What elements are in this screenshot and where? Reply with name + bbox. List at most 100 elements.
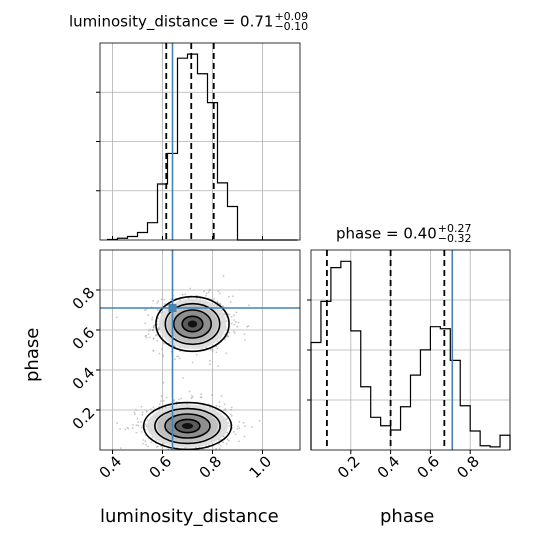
scatter-truth-marker [168, 304, 177, 312]
scatter-ytick-label-0: 0.2 [69, 404, 99, 434]
scatter-point [227, 422, 230, 424]
scatter-point [156, 445, 159, 448]
scatter-point [200, 455, 202, 457]
scatter-point [137, 421, 140, 424]
scatter-point [148, 329, 150, 332]
phase-hist-histogram-steps [310, 260, 511, 450]
scatter-point [158, 352, 161, 355]
scatter-point [131, 427, 134, 429]
scatter-point [177, 453, 179, 455]
density-mode-0-contour-0 [155, 295, 230, 353]
scatter-point [237, 425, 240, 428]
scatter-point [208, 452, 210, 454]
scatter-point [161, 348, 163, 350]
scatter-point [201, 453, 203, 455]
scatter-point [244, 425, 247, 428]
scatter-point [203, 290, 205, 293]
scatter-point [144, 335, 147, 338]
scatter-point [141, 426, 143, 429]
scatter-point [211, 394, 213, 396]
scatter-point [229, 301, 232, 303]
scatter-point [141, 454, 143, 456]
y-axis-label-phase: phase [22, 327, 43, 382]
scatter-point [227, 295, 230, 298]
scatter-point [151, 329, 154, 331]
scatter-point [190, 397, 193, 400]
scatter-point [173, 399, 176, 401]
scatter-point [217, 365, 220, 367]
scatter-point [140, 405, 143, 408]
scatter-point [209, 348, 212, 351]
density-mode-0-contour-1 [164, 302, 221, 346]
scatter-ytick-label-3: 0.8 [69, 284, 99, 314]
scatter-point [160, 298, 163, 300]
scatter-point [124, 428, 127, 431]
scatter-point [233, 323, 236, 326]
scatter-point [214, 303, 216, 306]
phase-hist-xtick-label-2: 0.6 [414, 452, 444, 482]
scatter-point [141, 411, 144, 414]
scatter-point [233, 460, 235, 462]
scatter-point [215, 447, 218, 450]
scatter-point [228, 313, 230, 316]
scatter-point [248, 304, 250, 307]
scatter-inner [115, 275, 261, 462]
scatter-point [184, 452, 186, 454]
scatter-point [235, 320, 237, 323]
scatter-point [135, 431, 138, 434]
scatter-point [141, 413, 144, 416]
scatter-point [156, 302, 159, 304]
scatter-point [228, 331, 231, 334]
scatter-point [247, 325, 250, 327]
scatter-point [208, 363, 211, 366]
density-mode-0-contour-2 [172, 309, 213, 339]
scatter-point [173, 451, 175, 453]
scatter-point [145, 410, 148, 413]
scatter-point [146, 419, 149, 421]
scatter-point [142, 442, 144, 445]
scatter-point [163, 298, 166, 301]
scatter-point [162, 355, 165, 358]
scatter-xtick-label-3: 1.0 [246, 452, 276, 482]
scatter-point [205, 292, 208, 295]
phase-histogram-panel [307, 249, 511, 454]
scatter-point [144, 428, 147, 431]
scatter-ytick-label-2: 0.6 [69, 324, 99, 354]
scatter-point [217, 290, 220, 293]
scatter-point [219, 445, 222, 447]
scatter-point [168, 453, 170, 455]
scatter-point [180, 397, 183, 400]
x-axis-label-luminosity-distance: luminosity_distance [100, 506, 279, 527]
scatter-point [234, 433, 237, 436]
scatter-point [220, 455, 222, 457]
scatter-point [227, 335, 230, 338]
scatter-point [150, 441, 153, 444]
scatter-point [215, 405, 218, 407]
scatter-point [150, 408, 152, 411]
tick-labels: 0.4 0.6 0.8 1.0 0.2 0.4 0.6 0.8 0.2 0.4 0.6 0.8 [69, 284, 483, 482]
luminosity-distance-histogram-panel [96, 42, 301, 241]
scatter-point [135, 424, 138, 427]
scatter-point [204, 294, 207, 297]
scatter-point [223, 403, 226, 406]
scatter-point [246, 325, 249, 328]
scatter-point [236, 325, 239, 328]
scatter-point [144, 423, 147, 426]
scatter-point [222, 409, 225, 412]
scatter-point [126, 426, 129, 429]
scatter-point [157, 300, 160, 302]
scatter-xtick-label-0: 0.4 [96, 452, 126, 482]
scatter-point [151, 316, 154, 319]
scatter-point [216, 347, 219, 350]
scatter-point [196, 451, 198, 453]
scatter-point [218, 302, 221, 305]
scatter-point [235, 311, 238, 314]
scatter-point [134, 413, 136, 416]
scatter-point [225, 352, 228, 355]
scatter-point [162, 381, 165, 384]
scatter-point [244, 339, 246, 341]
scatter-point [242, 421, 245, 424]
scatter-point [218, 405, 221, 408]
scatter-point [189, 287, 192, 290]
scatter-point [136, 417, 139, 420]
